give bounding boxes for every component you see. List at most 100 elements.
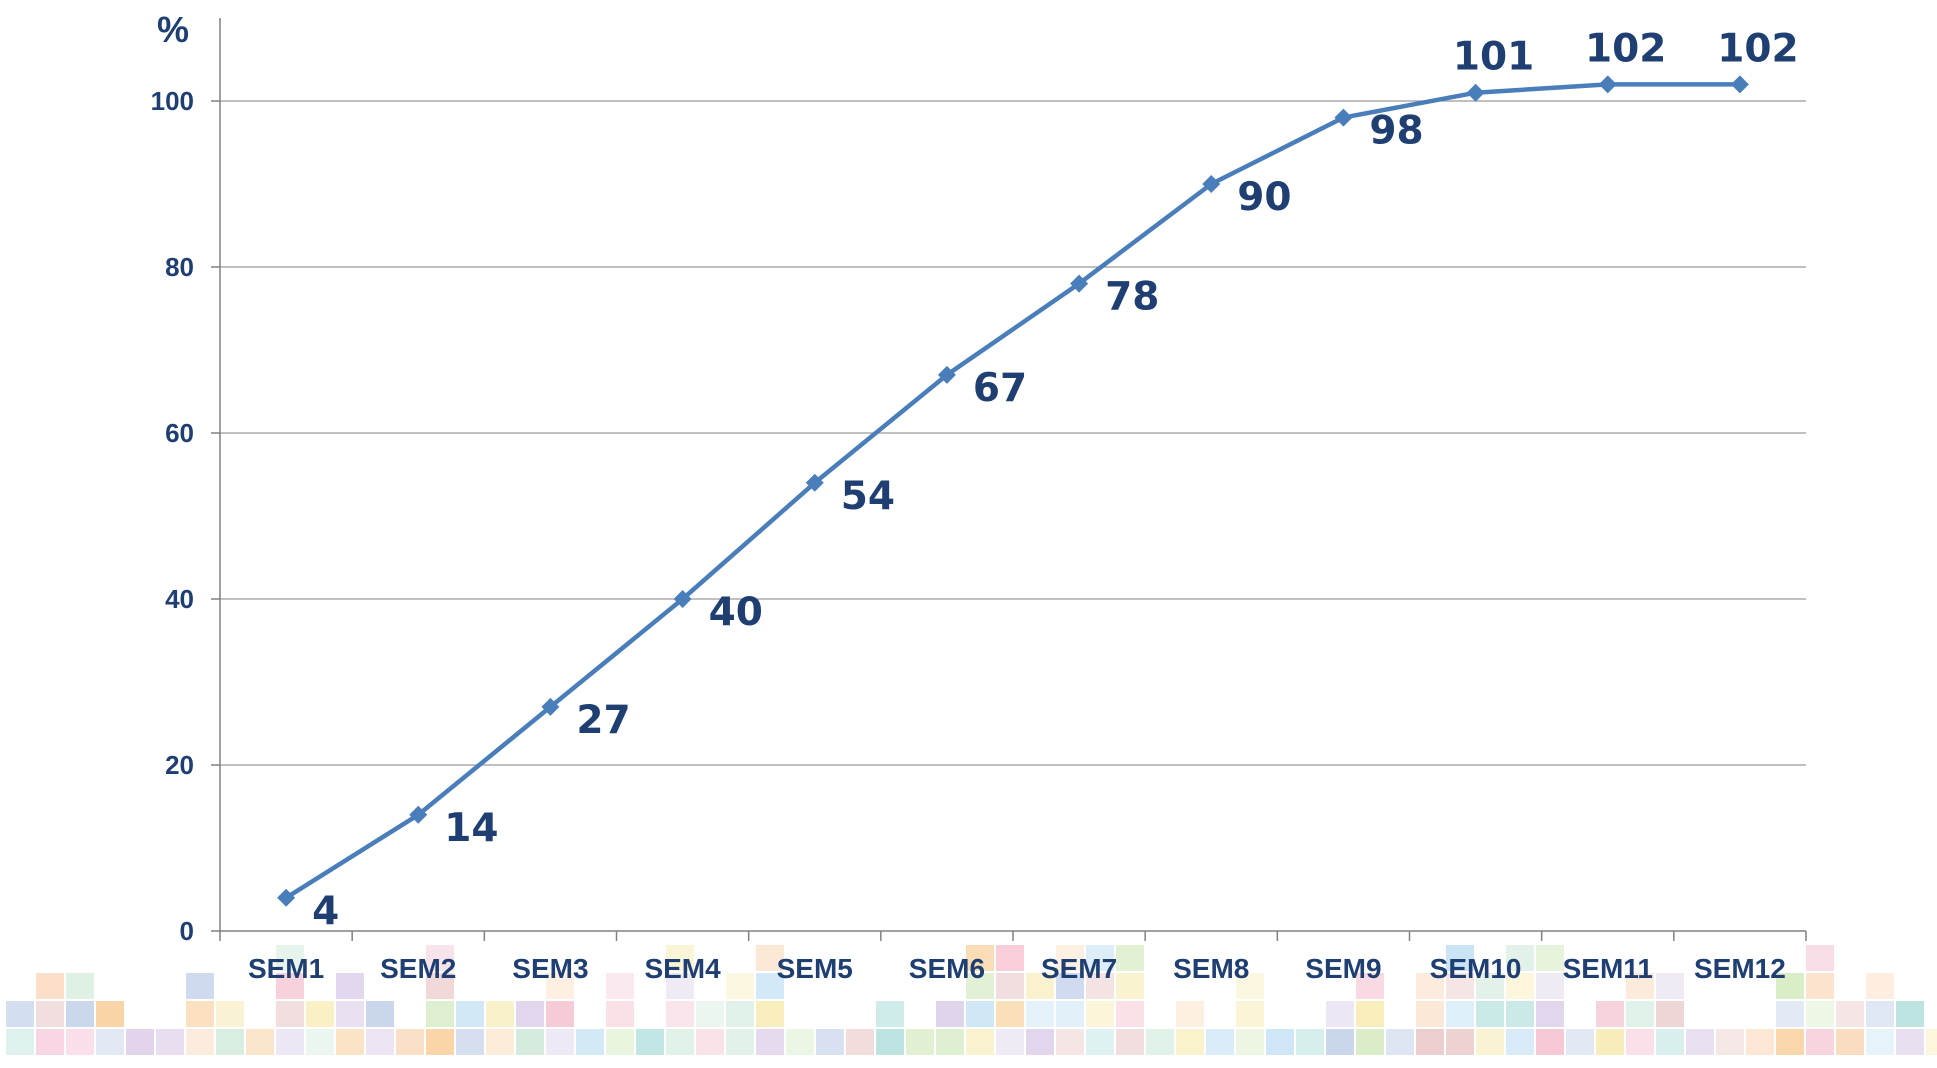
- data-labels: 4 14 27 40 54 67 78 90 98 101 102 102: [312, 26, 1799, 933]
- x-tick-label: SEM2: [380, 953, 456, 984]
- decor-tile: [666, 1029, 694, 1055]
- y-tick-label: 0: [180, 916, 194, 946]
- data-label: 14: [444, 806, 498, 851]
- decor-tile: [276, 1001, 304, 1027]
- decor-tile: [1656, 1001, 1684, 1027]
- decor-tile: [1776, 1029, 1804, 1055]
- decor-tile: [336, 973, 364, 999]
- decor-tile: [996, 1001, 1024, 1027]
- decor-tile: [156, 1029, 184, 1055]
- decor-tile: [996, 945, 1024, 971]
- decor-tile: [786, 1029, 814, 1055]
- decor-tile: [1896, 1001, 1924, 1027]
- decor-tile: [756, 973, 784, 999]
- decor-tile: [6, 1001, 34, 1027]
- decor-tile: [1176, 1001, 1204, 1027]
- decor-tile: [846, 1029, 874, 1055]
- decor-tile: [756, 1001, 784, 1027]
- decor-tile: [1866, 1001, 1894, 1027]
- decor-tile: [516, 1029, 544, 1055]
- decor-tile: [1236, 973, 1264, 999]
- decor-tile: [606, 973, 634, 999]
- data-point-marker: [1070, 274, 1089, 293]
- decor-tile: [756, 945, 784, 971]
- decor-tile: [426, 945, 454, 971]
- decor-tile: [1536, 1029, 1564, 1055]
- decor-tile: [1416, 973, 1444, 999]
- decor-tile: [1866, 1029, 1894, 1055]
- decor-tile: [456, 1029, 484, 1055]
- data-point-marker: [1334, 108, 1353, 127]
- decor-tile: [1476, 1029, 1504, 1055]
- decor-tile: [756, 1029, 784, 1055]
- x-tick-label: SEM1: [248, 953, 324, 984]
- y-tick-label: 40: [165, 584, 194, 614]
- decor-tile: [1566, 1029, 1594, 1055]
- series-line: [277, 75, 1749, 907]
- decor-tile: [1236, 1001, 1264, 1027]
- decor-tile: [1446, 1001, 1474, 1027]
- decor-tile: [1326, 1029, 1354, 1055]
- x-tick-label: SEM9: [1305, 953, 1381, 984]
- decor-tile: [1416, 1001, 1444, 1027]
- decor-tile: [966, 973, 994, 999]
- decor-tile: [516, 1001, 544, 1027]
- decor-tile: [36, 1029, 64, 1055]
- gridlines: [220, 100, 1806, 766]
- decor-tile: [66, 1001, 94, 1027]
- decor-tile: [1206, 1029, 1234, 1055]
- decor-tile: [996, 1029, 1024, 1055]
- decor-tile: [1446, 1029, 1474, 1055]
- x-tick-label: SEM6: [909, 953, 985, 984]
- decor-tile: [1386, 1029, 1414, 1055]
- x-tick-label: SEM7: [1041, 953, 1117, 984]
- data-label: 101: [1453, 35, 1534, 80]
- decor-tile: [1146, 1029, 1174, 1055]
- decor-tile: [1596, 1029, 1624, 1055]
- decor-tile: [1116, 945, 1144, 971]
- x-tick-label: SEM12: [1694, 953, 1786, 984]
- decor-tile: [606, 1029, 634, 1055]
- decor-tile: [1596, 1001, 1624, 1027]
- data-point-marker: [1202, 175, 1221, 193]
- decor-tile: [1506, 945, 1534, 971]
- data-point-marker: [1598, 75, 1617, 94]
- decor-tile: [1476, 973, 1504, 999]
- decor-tile: [1536, 1001, 1564, 1027]
- data-label: 98: [1369, 109, 1423, 154]
- decor-tile: [576, 1029, 604, 1055]
- decor-tile: [306, 1029, 334, 1055]
- decor-tile: [1086, 1001, 1114, 1027]
- decor-tile: [1536, 945, 1564, 971]
- decor-tile: [1626, 973, 1654, 999]
- decor-tile: [726, 1001, 754, 1027]
- decor-tile: [726, 973, 754, 999]
- decor-tile: [1776, 973, 1804, 999]
- data-point-marker: [277, 888, 296, 907]
- data-point-marker: [1466, 83, 1485, 102]
- series-line-path: [283, 82, 1743, 901]
- y-axis-unit-label: %: [157, 9, 189, 50]
- y-tick-label: 80: [165, 252, 194, 282]
- x-tick-label: SEM3: [512, 953, 588, 984]
- data-label: 27: [576, 698, 630, 743]
- decor-tile: [1056, 1029, 1084, 1055]
- decor-tile: [186, 1029, 214, 1055]
- decor-tile: [336, 1029, 364, 1055]
- decor-tile: [66, 1029, 94, 1055]
- decor-tile: [486, 1001, 514, 1027]
- decor-tile: [366, 1029, 394, 1055]
- decor-tile: [6, 1029, 34, 1055]
- decor-tile: [1626, 1001, 1654, 1027]
- decor-tile: [1116, 1029, 1144, 1055]
- data-label: 40: [709, 590, 763, 635]
- decor-tile: [1866, 973, 1894, 999]
- data-label: 54: [841, 474, 895, 519]
- decor-tile: [1716, 1029, 1744, 1055]
- decor-tile: [1776, 1001, 1804, 1027]
- decor-tile: [1056, 945, 1084, 971]
- data-label: 102: [1585, 26, 1666, 71]
- decor-tile: [1686, 1029, 1714, 1055]
- data-point-marker: [409, 805, 428, 824]
- decor-tile: [1836, 1001, 1864, 1027]
